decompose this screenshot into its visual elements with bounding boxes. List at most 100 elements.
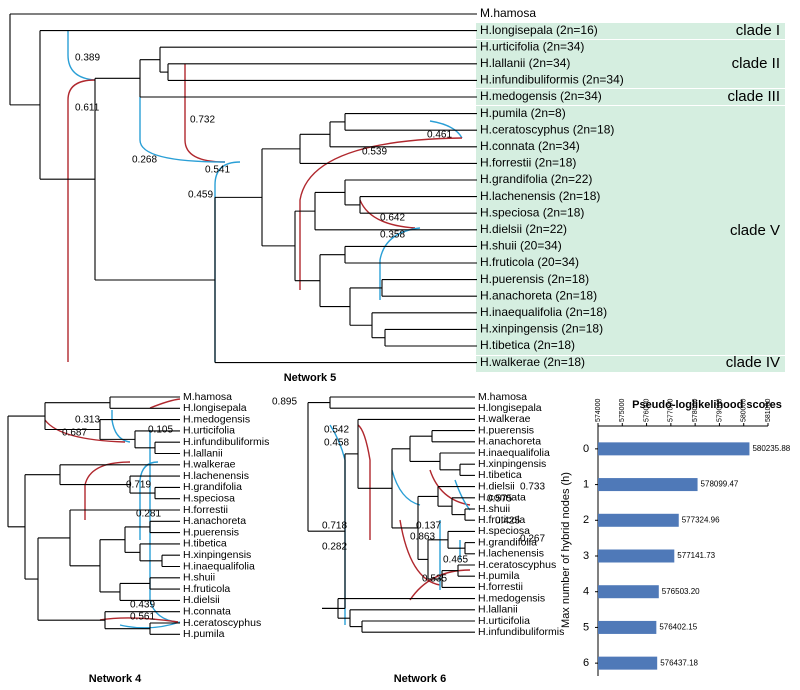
taxon-label: H.forrestii bbox=[478, 581, 523, 593]
taxon-label: H.anachoreta (2n=18) bbox=[480, 288, 597, 302]
inheritance-weight: 0.642 bbox=[380, 213, 405, 224]
taxon-label: H.speciosa bbox=[478, 525, 530, 537]
taxon-label: H.anachoreta bbox=[183, 515, 246, 527]
inheritance-weight: 0.719 bbox=[126, 480, 151, 491]
taxon-label: H.lallanii (2n=34) bbox=[480, 56, 570, 70]
reticulation bbox=[399, 519, 441, 586]
taxon-label: H.xinpingensis bbox=[183, 549, 251, 561]
inheritance-weight: 0.575 bbox=[487, 494, 512, 505]
taxon-label: H.fruticola (20=34) bbox=[480, 255, 579, 269]
value-label: 576437.18 bbox=[660, 658, 698, 667]
taxon-label: H.urticifolia bbox=[478, 615, 530, 627]
taxon-label: H.pumila (2n=8) bbox=[480, 106, 566, 120]
taxon-label: H.dielsii bbox=[478, 480, 515, 492]
taxon-label: H.grandifolia (2n=22) bbox=[480, 172, 592, 186]
taxon-label: M.hamosa bbox=[478, 391, 527, 403]
clade-label: clade II bbox=[732, 55, 780, 72]
taxon-label: H.longisepala (2n=16) bbox=[480, 23, 598, 37]
taxon-label: H.puerensis bbox=[183, 526, 239, 538]
value-label: 578099.47 bbox=[701, 480, 739, 489]
reticulation bbox=[44, 419, 126, 443]
inheritance-weight: 0.687 bbox=[62, 428, 87, 439]
reticulation bbox=[357, 424, 371, 540]
reticulation bbox=[379, 227, 421, 300]
inheritance-weight: 0.542 bbox=[324, 425, 349, 436]
inheritance-weight: 0.439 bbox=[130, 600, 155, 611]
inheritance-weight: 0.105 bbox=[148, 425, 173, 436]
x-tick-label: 577000 bbox=[668, 399, 675, 422]
reticulation bbox=[391, 469, 421, 506]
taxon-label: H.pumila bbox=[183, 628, 225, 640]
taxon-label: H.grandifolia bbox=[478, 536, 537, 548]
taxon-label: H.longisepala bbox=[183, 402, 247, 414]
taxon-label: H.walkerae (2n=18) bbox=[480, 355, 585, 369]
taxon-label: H.inaequalifolia bbox=[183, 560, 255, 572]
value-label: 576402.15 bbox=[659, 623, 697, 632]
inheritance-weight: 0.539 bbox=[362, 147, 387, 158]
y-axis-label: Max number of hybrid nodes (h) bbox=[560, 472, 572, 628]
taxon-label: H.connata bbox=[478, 492, 526, 504]
y-tick-label: 1 bbox=[583, 478, 589, 490]
taxon-label: H.infundibuliformis bbox=[478, 626, 564, 638]
clade-box bbox=[476, 106, 785, 355]
inheritance-weight: 0.535 bbox=[422, 574, 447, 585]
inheritance-weight: 0.732 bbox=[190, 115, 215, 126]
inheritance-weight: 0.541 bbox=[205, 165, 230, 176]
reticulation bbox=[299, 137, 463, 290]
value-label: 577141.73 bbox=[677, 551, 715, 560]
taxon-label: H.lachenensis bbox=[183, 470, 249, 482]
x-tick-label: 574000 bbox=[595, 399, 602, 422]
taxon-label: H.forrestii (2n=18) bbox=[480, 156, 576, 170]
taxon-label: H.puerensis (2n=18) bbox=[480, 272, 589, 286]
network-caption: Network 5 bbox=[284, 372, 337, 384]
inheritance-weight: 0.718 bbox=[322, 521, 347, 532]
taxon-label: H.forrestii bbox=[183, 504, 228, 516]
taxon-label: H.shuii (20=34) bbox=[480, 239, 562, 253]
reticulation bbox=[214, 161, 241, 362]
value-label: 577324.96 bbox=[682, 515, 720, 524]
reticulation bbox=[111, 410, 131, 443]
taxon-label: H.dielsii (2n=22) bbox=[480, 222, 567, 236]
bar bbox=[598, 620, 657, 634]
inheritance-weight: 0.733 bbox=[520, 482, 545, 493]
taxon-label: H.fruticola bbox=[183, 583, 230, 595]
inheritance-weight: 0.389 bbox=[75, 53, 100, 64]
bar bbox=[598, 585, 659, 599]
taxon-label: H.grandifolia bbox=[183, 481, 242, 493]
reticulation bbox=[359, 199, 416, 229]
taxon-label: H.anachoreta bbox=[478, 436, 541, 448]
inheritance-weight: 0.268 bbox=[132, 155, 157, 166]
bar bbox=[598, 478, 698, 492]
taxon-label: H.ceratoscyphus (2n=18) bbox=[480, 122, 614, 136]
taxon-label: H.inaequalifolia (2n=18) bbox=[480, 305, 607, 319]
inheritance-weight: 0.863 bbox=[410, 532, 435, 543]
taxon-label: H.infundibuliformis (2n=34) bbox=[480, 73, 624, 87]
inheritance-weight: 0.465 bbox=[443, 555, 468, 566]
taxon-label: M.hamosa bbox=[480, 6, 536, 20]
clade-boxes bbox=[476, 23, 785, 372]
taxon-label: H.connata (2n=34) bbox=[480, 139, 580, 153]
taxon-label: H.infundibuliformis bbox=[183, 436, 269, 448]
clade-label: clade V bbox=[730, 222, 780, 239]
chart-title: Pseudo-loglikelihood scores bbox=[632, 399, 782, 411]
inheritance-weight: 0.895 bbox=[272, 397, 297, 408]
y-tick-label: 3 bbox=[583, 550, 589, 562]
taxon-label: H.speciosa bbox=[183, 492, 235, 504]
taxon-label: H.tibetica bbox=[183, 538, 227, 550]
x-tick-label: 578000 bbox=[692, 399, 699, 422]
network-caption: Network 4 bbox=[89, 673, 142, 685]
taxon-label: H.lallanii bbox=[183, 447, 223, 459]
taxon-label: M.hamosa bbox=[183, 391, 232, 403]
y-tick-label: 2 bbox=[583, 514, 589, 526]
taxon-label: H.xinpingensis (2n=18) bbox=[480, 322, 603, 336]
inheritance-weight: 0.611 bbox=[75, 103, 100, 114]
taxon-label: H.medogensis (2n=34) bbox=[480, 89, 602, 103]
x-tick-label: 580000 bbox=[741, 399, 748, 422]
inheritance-weight: 0.281 bbox=[136, 509, 161, 520]
inheritance-weight: 0.461 bbox=[427, 130, 452, 141]
reticulation bbox=[99, 617, 179, 623]
clade-box bbox=[476, 89, 785, 105]
inheritance-weight: 0.459 bbox=[188, 190, 213, 201]
x-tick-label: 579000 bbox=[716, 399, 723, 422]
